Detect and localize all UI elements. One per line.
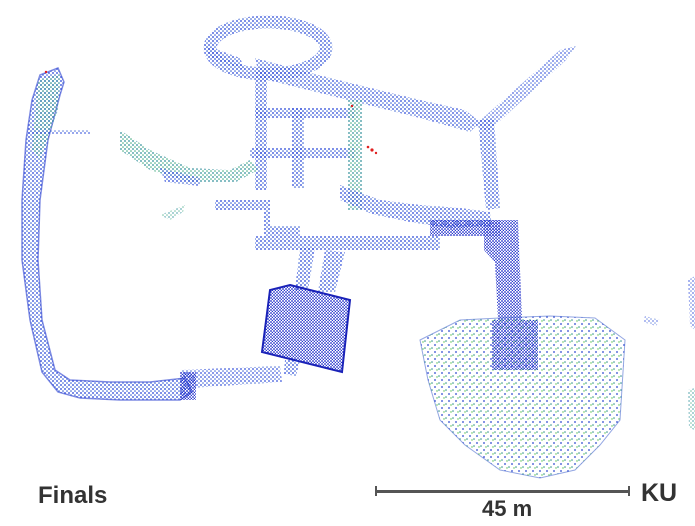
map-label-right: KU: [641, 479, 678, 507]
scale-bar-tick-right: [628, 486, 630, 496]
center-stepped-wall: [160, 200, 500, 250]
scale-bar-label: 45 m: [482, 496, 533, 521]
central-rooms: [250, 70, 362, 210]
scale-bar: [375, 490, 630, 493]
north-corridor: [255, 46, 576, 132]
west-corridor: [21, 67, 193, 401]
east-wavy-corridor: [340, 118, 500, 228]
east-edge-fragment: [643, 276, 695, 430]
south-corridor: [180, 366, 282, 400]
central-building: [260, 248, 352, 376]
scale-bar-tick-left: [375, 486, 377, 496]
east-vertical-corridor: [484, 220, 522, 320]
map-label-left: Finals: [38, 482, 108, 509]
red-markers: [44, 70, 378, 155]
southeast-plaza: [419, 315, 626, 479]
mid-arc-corridor: [120, 130, 258, 186]
